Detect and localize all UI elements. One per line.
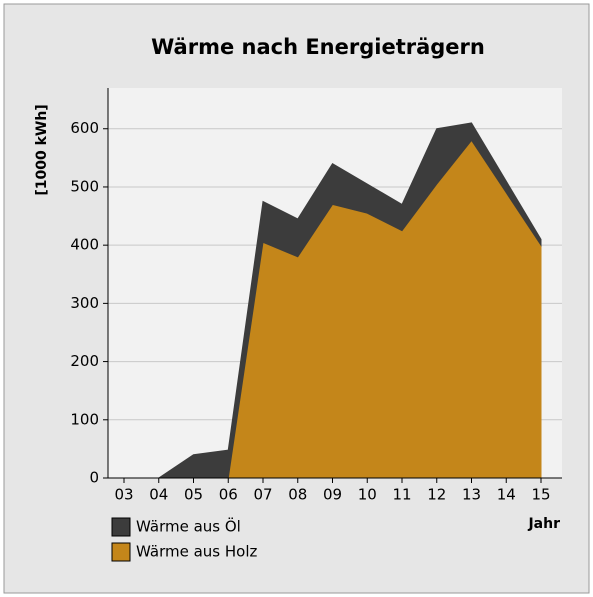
x-tick-label: 12 (427, 486, 446, 504)
legend-swatch (111, 542, 131, 562)
x-axis-label: Jahr (527, 516, 560, 532)
y-tick-label: 300 (70, 294, 99, 312)
x-tick-label: 15 (531, 486, 550, 504)
legend-label: Wärme aus Öl (136, 517, 241, 536)
x-tick-label: 08 (288, 486, 307, 504)
y-tick-label: 200 (70, 352, 99, 370)
x-tick-label: 03 (114, 486, 133, 504)
x-tick-label: 13 (462, 486, 481, 504)
legend-label: Wärme aus Holz (136, 543, 257, 561)
y-tick-label: 500 (70, 177, 99, 195)
y-tick-label: 400 (70, 236, 99, 254)
area (124, 122, 542, 479)
x-tick-label: 07 (253, 486, 272, 504)
x-tick-label: 09 (323, 486, 342, 504)
x-tick-label: 04 (149, 486, 168, 504)
y-tick-label: 600 (70, 119, 99, 137)
axes: 0 100 200 300 400 500 600 03 04 05 06 07 08 09 10 11 12 1… (70, 88, 562, 504)
y-tick-label: 0 (89, 469, 99, 487)
y-axis-label: [1000 kWh] (34, 104, 50, 195)
y-tick-label: 100 (70, 410, 99, 428)
x-tick-label: 06 (219, 486, 238, 504)
x-tick-label: 05 (184, 486, 203, 504)
x-tick-label: 10 (358, 486, 377, 504)
x-tick-label: 14 (497, 486, 516, 504)
legend-swatch (111, 517, 131, 537)
x-tick-label: 11 (392, 486, 411, 504)
chart-title: Wärme nach Energieträgern (151, 35, 485, 59)
